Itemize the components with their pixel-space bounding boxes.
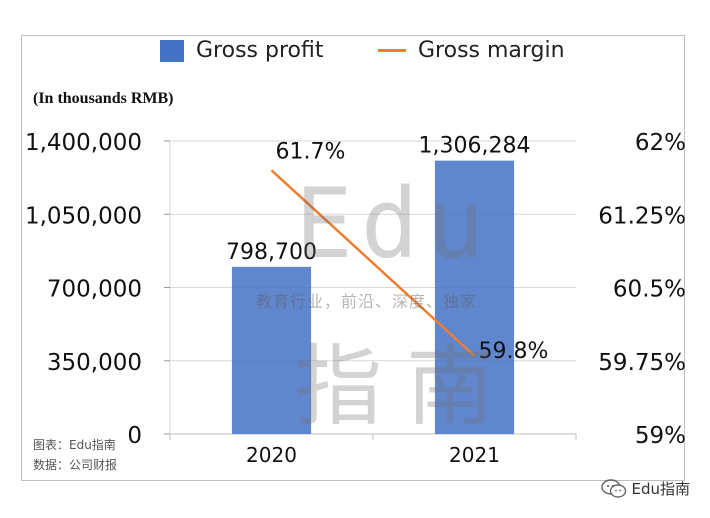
y-tick-label-left: 1,400,000	[25, 130, 142, 156]
y-tick-label-left: 700,000	[47, 277, 142, 303]
wechat-icon	[601, 478, 627, 498]
bar-gross-profit	[231, 266, 312, 434]
legend-gross-profit-label: Gross profit	[196, 38, 324, 63]
y-tick-label-left: 0	[127, 423, 142, 449]
footer-brand-label: Edu指南	[631, 480, 690, 498]
data-label-gross-margin: 59.8%	[479, 339, 549, 364]
watermark-chinese: 指南	[294, 335, 519, 438]
source-data-credit: 数据：公司财报	[33, 458, 118, 472]
footer-brand: Edu指南	[601, 478, 690, 499]
y-tick-label-right: 59.75%	[598, 350, 686, 376]
y-tick-label-right: 61.25%	[598, 203, 686, 229]
legend-line-swatch	[378, 49, 406, 52]
y-tick-label-left: 350,000	[47, 350, 142, 376]
source-chart-credit: 图表：Edu指南	[33, 438, 116, 452]
x-tick-label: 2021	[449, 443, 500, 467]
unit-note: (In thousands RMB)	[33, 90, 174, 107]
data-label-gross-profit: 1,306,284	[419, 134, 531, 159]
data-label-gross-profit: 798,700	[226, 240, 317, 265]
legend-gross-margin-label: Gross margin	[418, 38, 565, 63]
line-gross-margin	[270, 169, 476, 357]
y-tick-label-right: 59%	[635, 423, 686, 449]
legend-gross-margin: Gross margin	[378, 38, 565, 63]
y-tick-label-right: 60.5%	[613, 277, 686, 303]
legend-gross-profit: Gross profit	[160, 38, 323, 63]
x-tick-label: 2020	[246, 443, 297, 467]
chart-frame	[21, 35, 685, 481]
watermark-slogan: 教育行业，前沿、深度、独家	[256, 292, 478, 311]
y-tick-label-right: 62%	[635, 130, 686, 156]
data-label-gross-margin: 61.7%	[276, 139, 346, 164]
legend-bar-swatch	[160, 39, 184, 62]
y-tick-label-left: 1,050,000	[25, 203, 142, 229]
watermark-latin: Edu	[295, 168, 493, 280]
bar-gross-profit	[434, 160, 515, 435]
